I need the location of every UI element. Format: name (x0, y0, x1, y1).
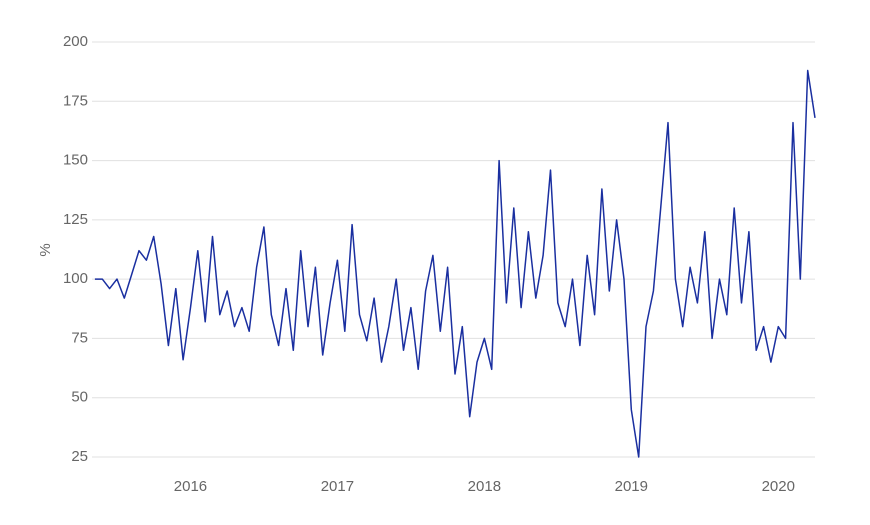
x-tick-label: 2020 (762, 478, 795, 495)
y-tick-label: 125 (63, 211, 88, 228)
y-tick-label: 150 (63, 152, 88, 169)
x-tick-label: 2017 (321, 478, 354, 495)
line-series (94, 69, 816, 458)
x-tick-label: 2016 (174, 478, 207, 495)
y-tick-label: 25 (71, 448, 88, 465)
y-tick-label: 100 (63, 270, 88, 287)
y-tick-label: 75 (71, 329, 88, 346)
y-tick-label: 175 (63, 92, 88, 109)
y-axis-label: % (37, 243, 54, 256)
x-tick-label: 2019 (615, 478, 648, 495)
y-tick-label: 200 (63, 33, 88, 50)
x-tick-label: 2018 (468, 478, 501, 495)
y-tick-label: 50 (71, 389, 88, 406)
